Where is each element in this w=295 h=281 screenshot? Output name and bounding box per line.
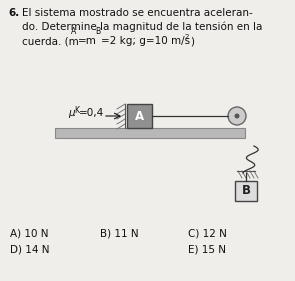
Bar xyxy=(235,181,257,201)
Text: 6.: 6. xyxy=(8,8,19,18)
Text: El sistema mostrado se encuentra aceleran-: El sistema mostrado se encuentra acelera… xyxy=(22,8,253,18)
Circle shape xyxy=(228,107,246,125)
Text: C) 12 N: C) 12 N xyxy=(188,228,227,238)
Text: μ: μ xyxy=(68,108,75,118)
Bar xyxy=(127,104,152,128)
Text: B) 11 N: B) 11 N xyxy=(100,228,139,238)
Text: E) 15 N: E) 15 N xyxy=(188,244,226,254)
Text: D) 14 N: D) 14 N xyxy=(10,244,50,254)
Text: K: K xyxy=(74,106,79,115)
Text: A) 10 N: A) 10 N xyxy=(10,228,48,238)
Text: cuerda. (m: cuerda. (m xyxy=(22,36,79,46)
Text: A: A xyxy=(135,110,144,123)
Text: 2: 2 xyxy=(185,34,189,40)
Text: B: B xyxy=(95,27,100,36)
Text: B: B xyxy=(242,185,250,198)
Text: =0,4: =0,4 xyxy=(79,108,104,118)
Text: A: A xyxy=(71,27,76,36)
Bar xyxy=(55,128,245,138)
Text: do. Determine la magnitud de la tensión en la: do. Determine la magnitud de la tensión … xyxy=(22,22,262,33)
Text: =m: =m xyxy=(78,36,97,46)
Circle shape xyxy=(235,114,240,119)
Text: ): ) xyxy=(190,36,194,46)
Text: =2 kg; g=10 m/s: =2 kg; g=10 m/s xyxy=(101,36,190,46)
